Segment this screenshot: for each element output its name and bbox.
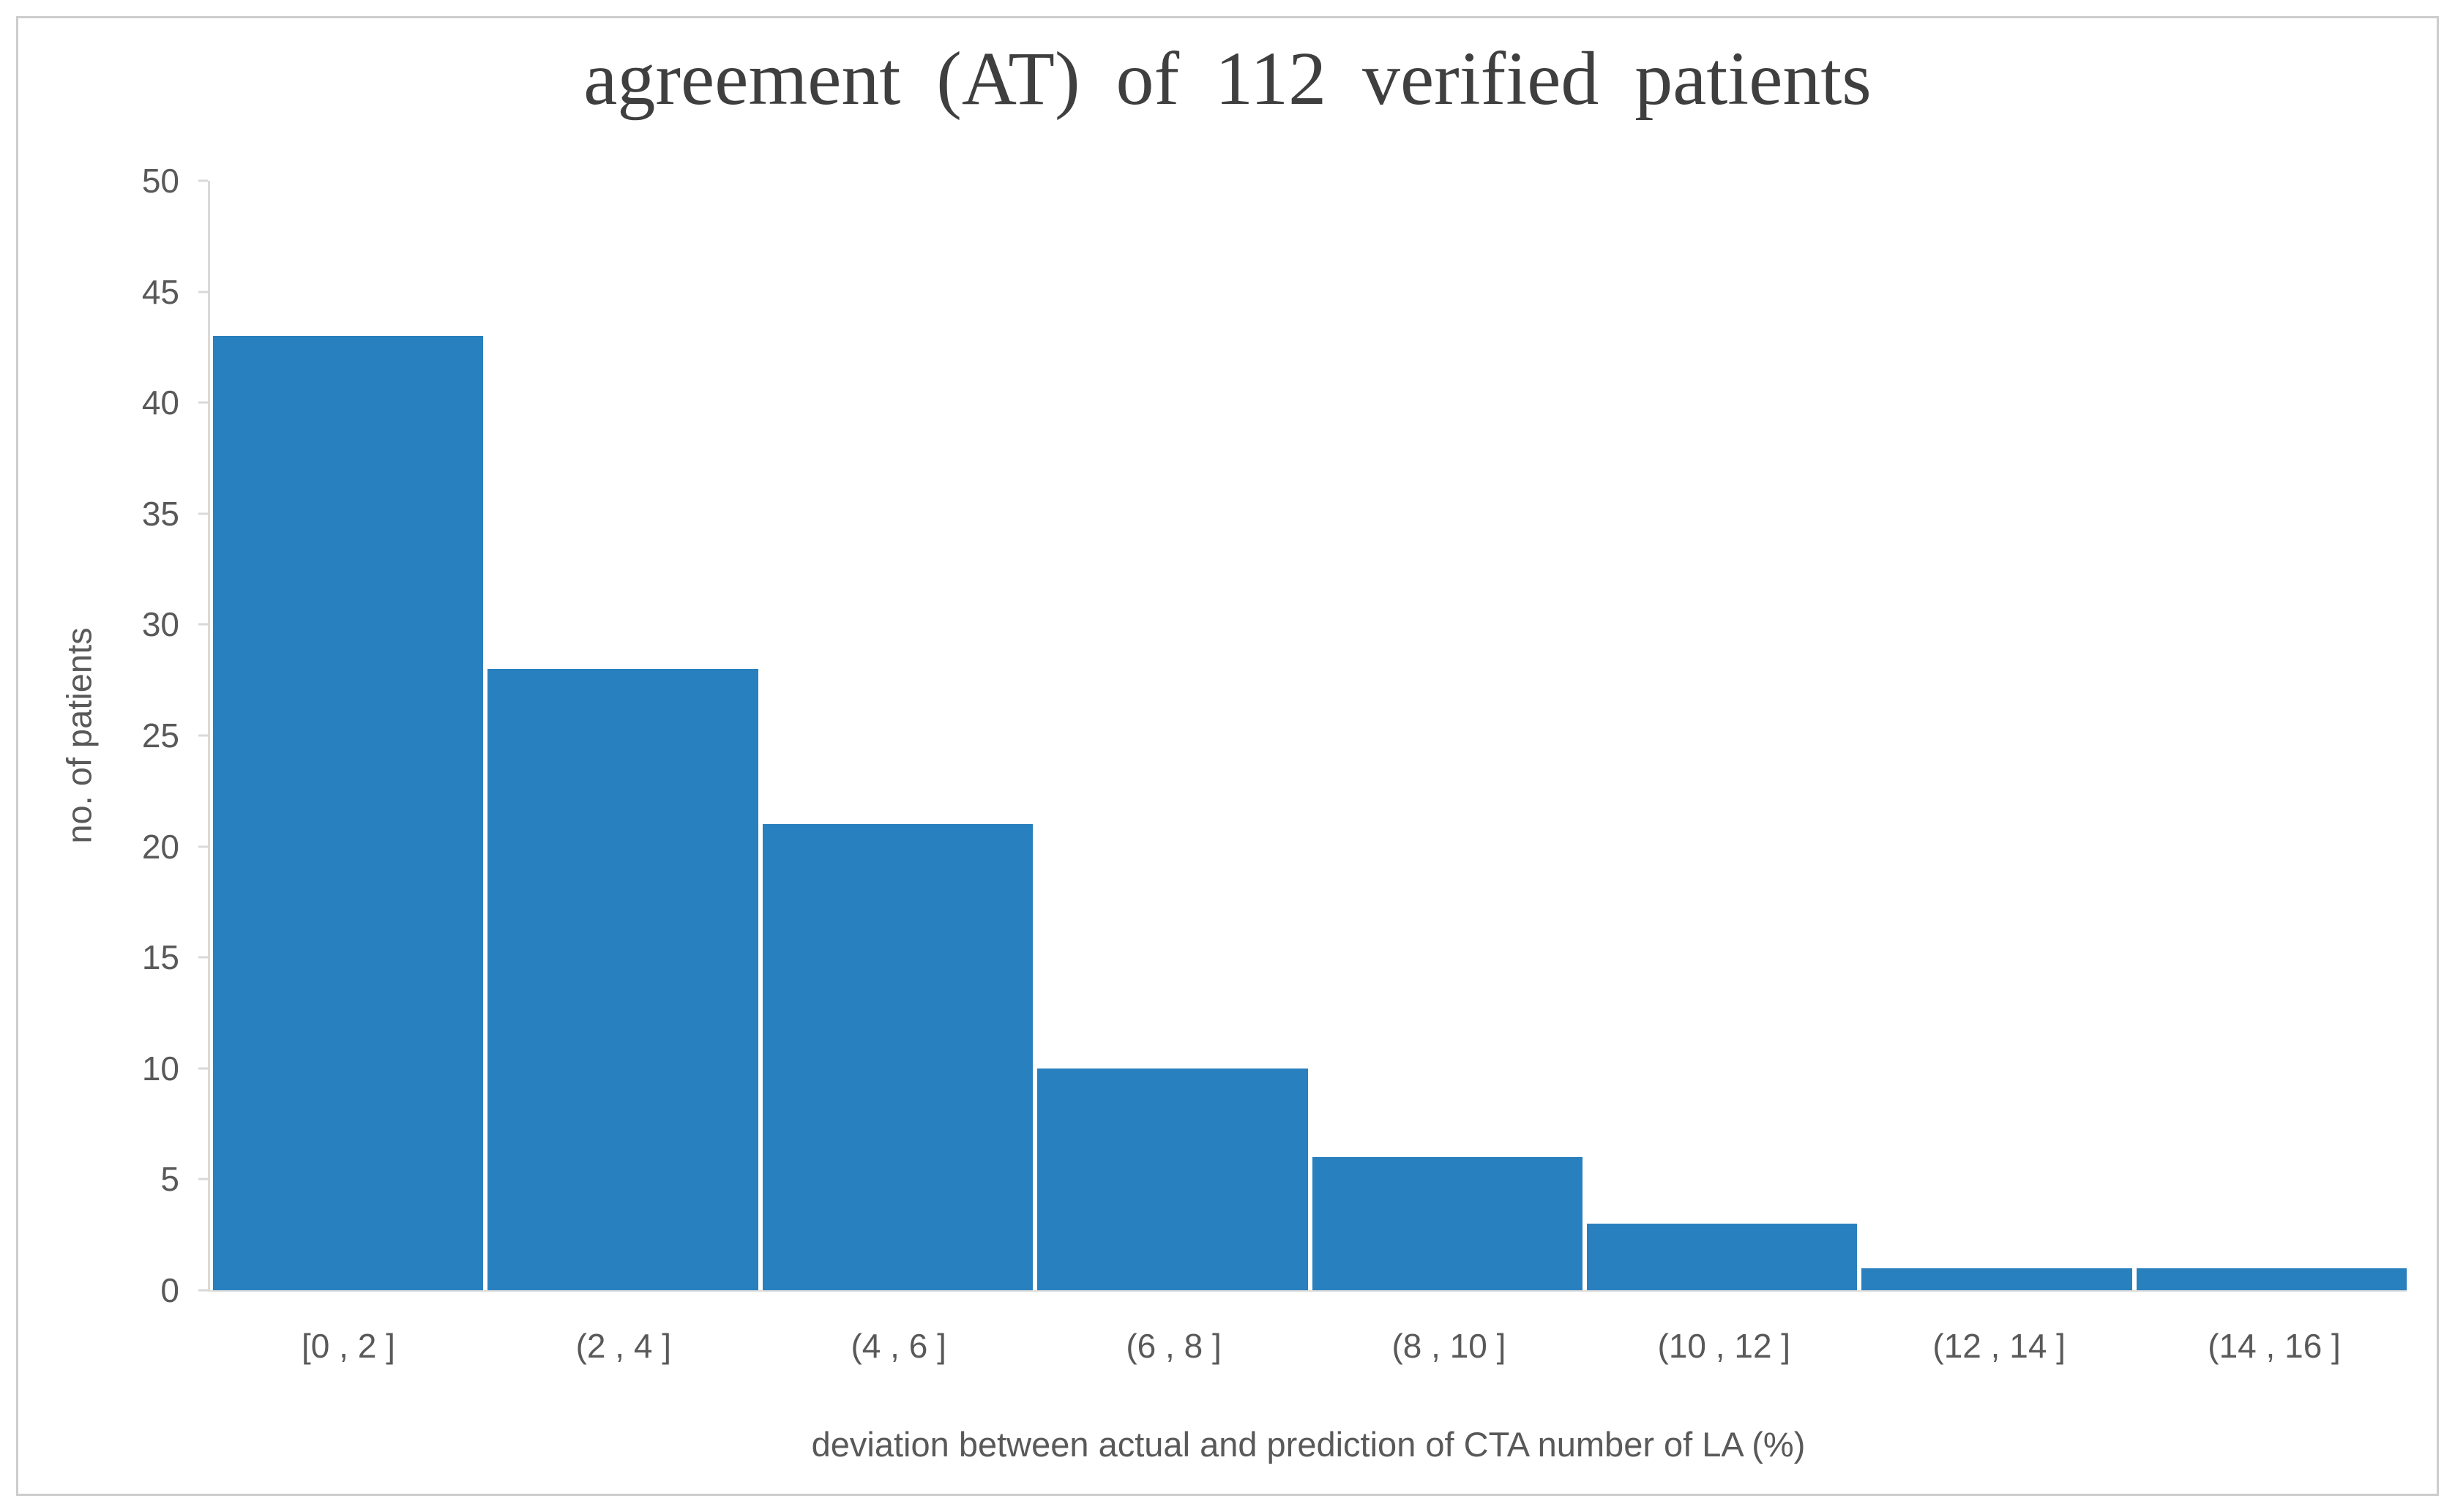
chart-title: agreement (AT) of 112 verified patients [583, 37, 1872, 121]
y-tick-label: 20 [141, 827, 179, 866]
y-tick-label: 45 [141, 272, 179, 311]
y-tick-mark [198, 1178, 208, 1180]
y-tick-mark [198, 512, 208, 515]
y-tick-mark [198, 291, 208, 293]
y-tick-label: 35 [141, 494, 179, 533]
x-tick-label: (12 , 14 ] [1932, 1327, 2066, 1365]
x-tick-label: (14 , 16 ] [2208, 1327, 2341, 1365]
x-axis-line [208, 1290, 2407, 1292]
y-axis-line [208, 181, 210, 1290]
x-tick-label: (4 , 6 ] [851, 1327, 946, 1365]
plot-area [198, 179, 2407, 1292]
x-tick-label: (10 , 12 ] [1657, 1327, 1791, 1365]
y-tick-label: 40 [141, 383, 179, 422]
x-tick-label: (6 , 8 ] [1126, 1327, 1222, 1365]
y-tick-label: 25 [141, 716, 179, 755]
y-tick-mark [198, 179, 208, 182]
bar [487, 669, 758, 1290]
y-tick-mark [198, 401, 208, 404]
bar [1861, 1268, 2132, 1290]
bar [1312, 1157, 1583, 1290]
bar [762, 824, 1034, 1290]
y-tick-mark [198, 845, 208, 848]
y-tick-label: 5 [160, 1160, 179, 1199]
y-tick-label: 30 [141, 605, 179, 644]
y-tick-label: 50 [141, 162, 179, 200]
x-tick-label: (2 , 4 ] [575, 1327, 671, 1365]
y-axis-ticks: 0 5 10 15 20 25 30 35 40 45 50 [44, 164, 179, 1307]
bar [213, 336, 484, 1290]
bars-container [210, 181, 2407, 1290]
bar [1586, 1224, 1858, 1290]
y-tick-mark [198, 956, 208, 959]
y-tick-mark [198, 734, 208, 737]
bar [1037, 1068, 1308, 1290]
y-axis-title: no. of patients [59, 627, 99, 844]
y-tick-mark [198, 1289, 208, 1292]
x-tick-label: [0 , 2 ] [302, 1327, 395, 1365]
y-tick-label: 0 [160, 1271, 179, 1309]
y-tick-mark [198, 623, 208, 626]
y-tick-label: 15 [141, 938, 179, 977]
y-tick-label: 10 [141, 1049, 179, 1088]
bar [2136, 1268, 2407, 1290]
x-tick-label: (8 , 10 ] [1391, 1327, 1506, 1365]
x-axis-title: deviation between actual and prediction … [811, 1425, 1806, 1464]
x-axis-ticks: [0 , 2 ] (2 , 4 ] (4 , 6 ] (6 , 8 ] (8 , 10 … [210, 1326, 2410, 1366]
y-tick-mark [198, 1067, 208, 1070]
